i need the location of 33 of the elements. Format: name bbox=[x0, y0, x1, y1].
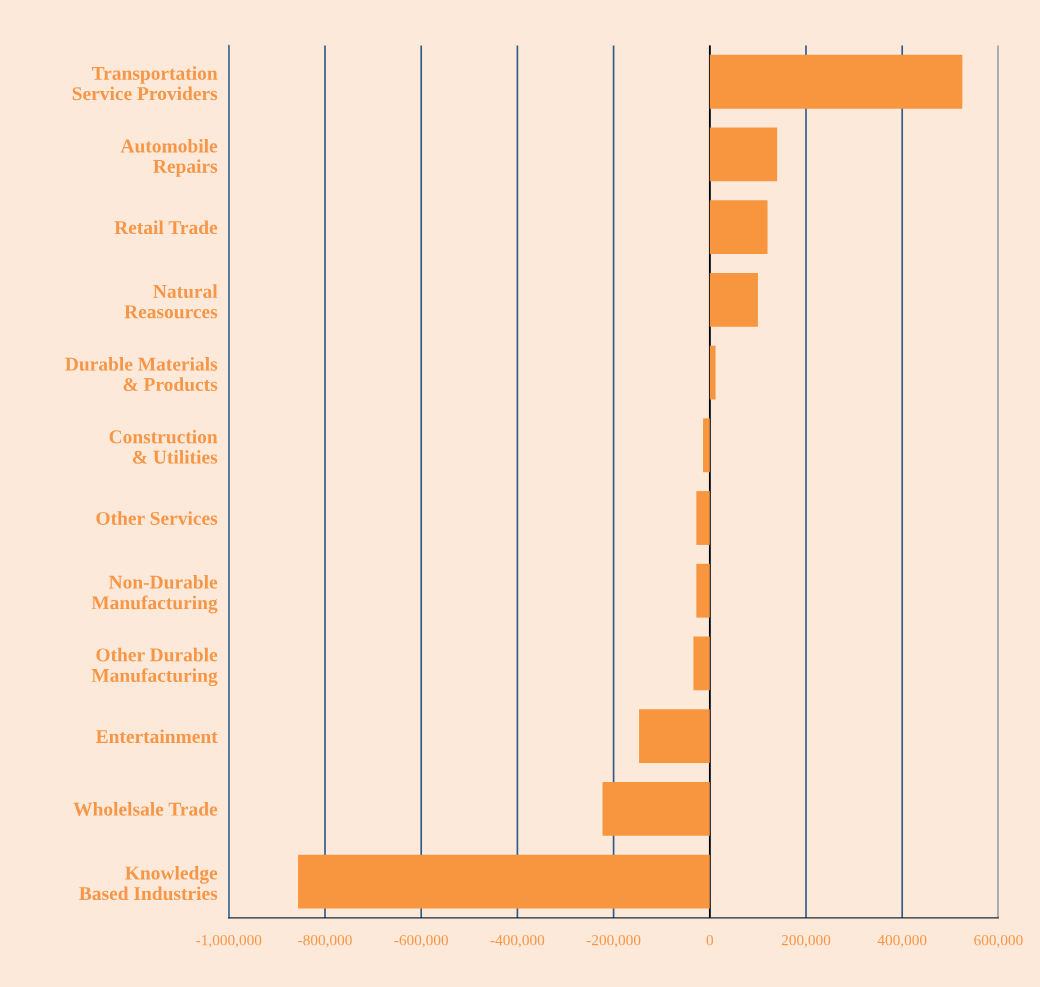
x-tick-label: -600,000 bbox=[394, 935, 448, 948]
bar bbox=[639, 709, 710, 764]
y-tick-label: Natural Reasources bbox=[124, 284, 218, 319]
y-tick-label: Other Services bbox=[96, 511, 218, 525]
bar bbox=[703, 418, 710, 473]
y-tick-label: Construction & Utilities bbox=[109, 429, 218, 464]
y-tick-label: Automobile Repairs bbox=[120, 138, 218, 177]
y-tick-label: Other Durable Manufacturing bbox=[91, 647, 218, 687]
y-tick-label: Durable Materials & Products bbox=[65, 357, 218, 392]
bar bbox=[696, 491, 710, 545]
x-tick-label: 200,000 bbox=[781, 935, 831, 948]
y-tick-label: Non-Durable Manufacturing bbox=[91, 575, 218, 614]
x-tick-label: -400,000 bbox=[490, 935, 545, 948]
y-tick-label: Entertainment bbox=[95, 729, 218, 744]
y-tick-label: Wholelsale Trade bbox=[73, 802, 218, 816]
bar bbox=[709, 127, 778, 182]
y-tick-label: Retail Trade bbox=[114, 220, 218, 235]
y-tick-label: Transportation Service Providers bbox=[72, 66, 218, 101]
bar bbox=[602, 781, 710, 836]
x-tick-label: 600,000 bbox=[974, 935, 1023, 948]
x-tick-label: -800,000 bbox=[298, 935, 352, 948]
bar bbox=[709, 200, 768, 255]
x-tick-label: 400,000 bbox=[877, 935, 927, 948]
bar bbox=[709, 54, 963, 109]
bar bbox=[709, 272, 758, 327]
bar bbox=[709, 345, 716, 400]
x-tick-label: -200,000 bbox=[586, 935, 641, 948]
x-tick-label: 0 bbox=[706, 935, 714, 946]
x-tick-label: -1,000,000 bbox=[196, 935, 262, 948]
y-tick-label: Knowledge Based Industries bbox=[79, 865, 218, 901]
bar bbox=[696, 563, 710, 618]
bar bbox=[693, 636, 710, 691]
bar bbox=[298, 854, 710, 909]
